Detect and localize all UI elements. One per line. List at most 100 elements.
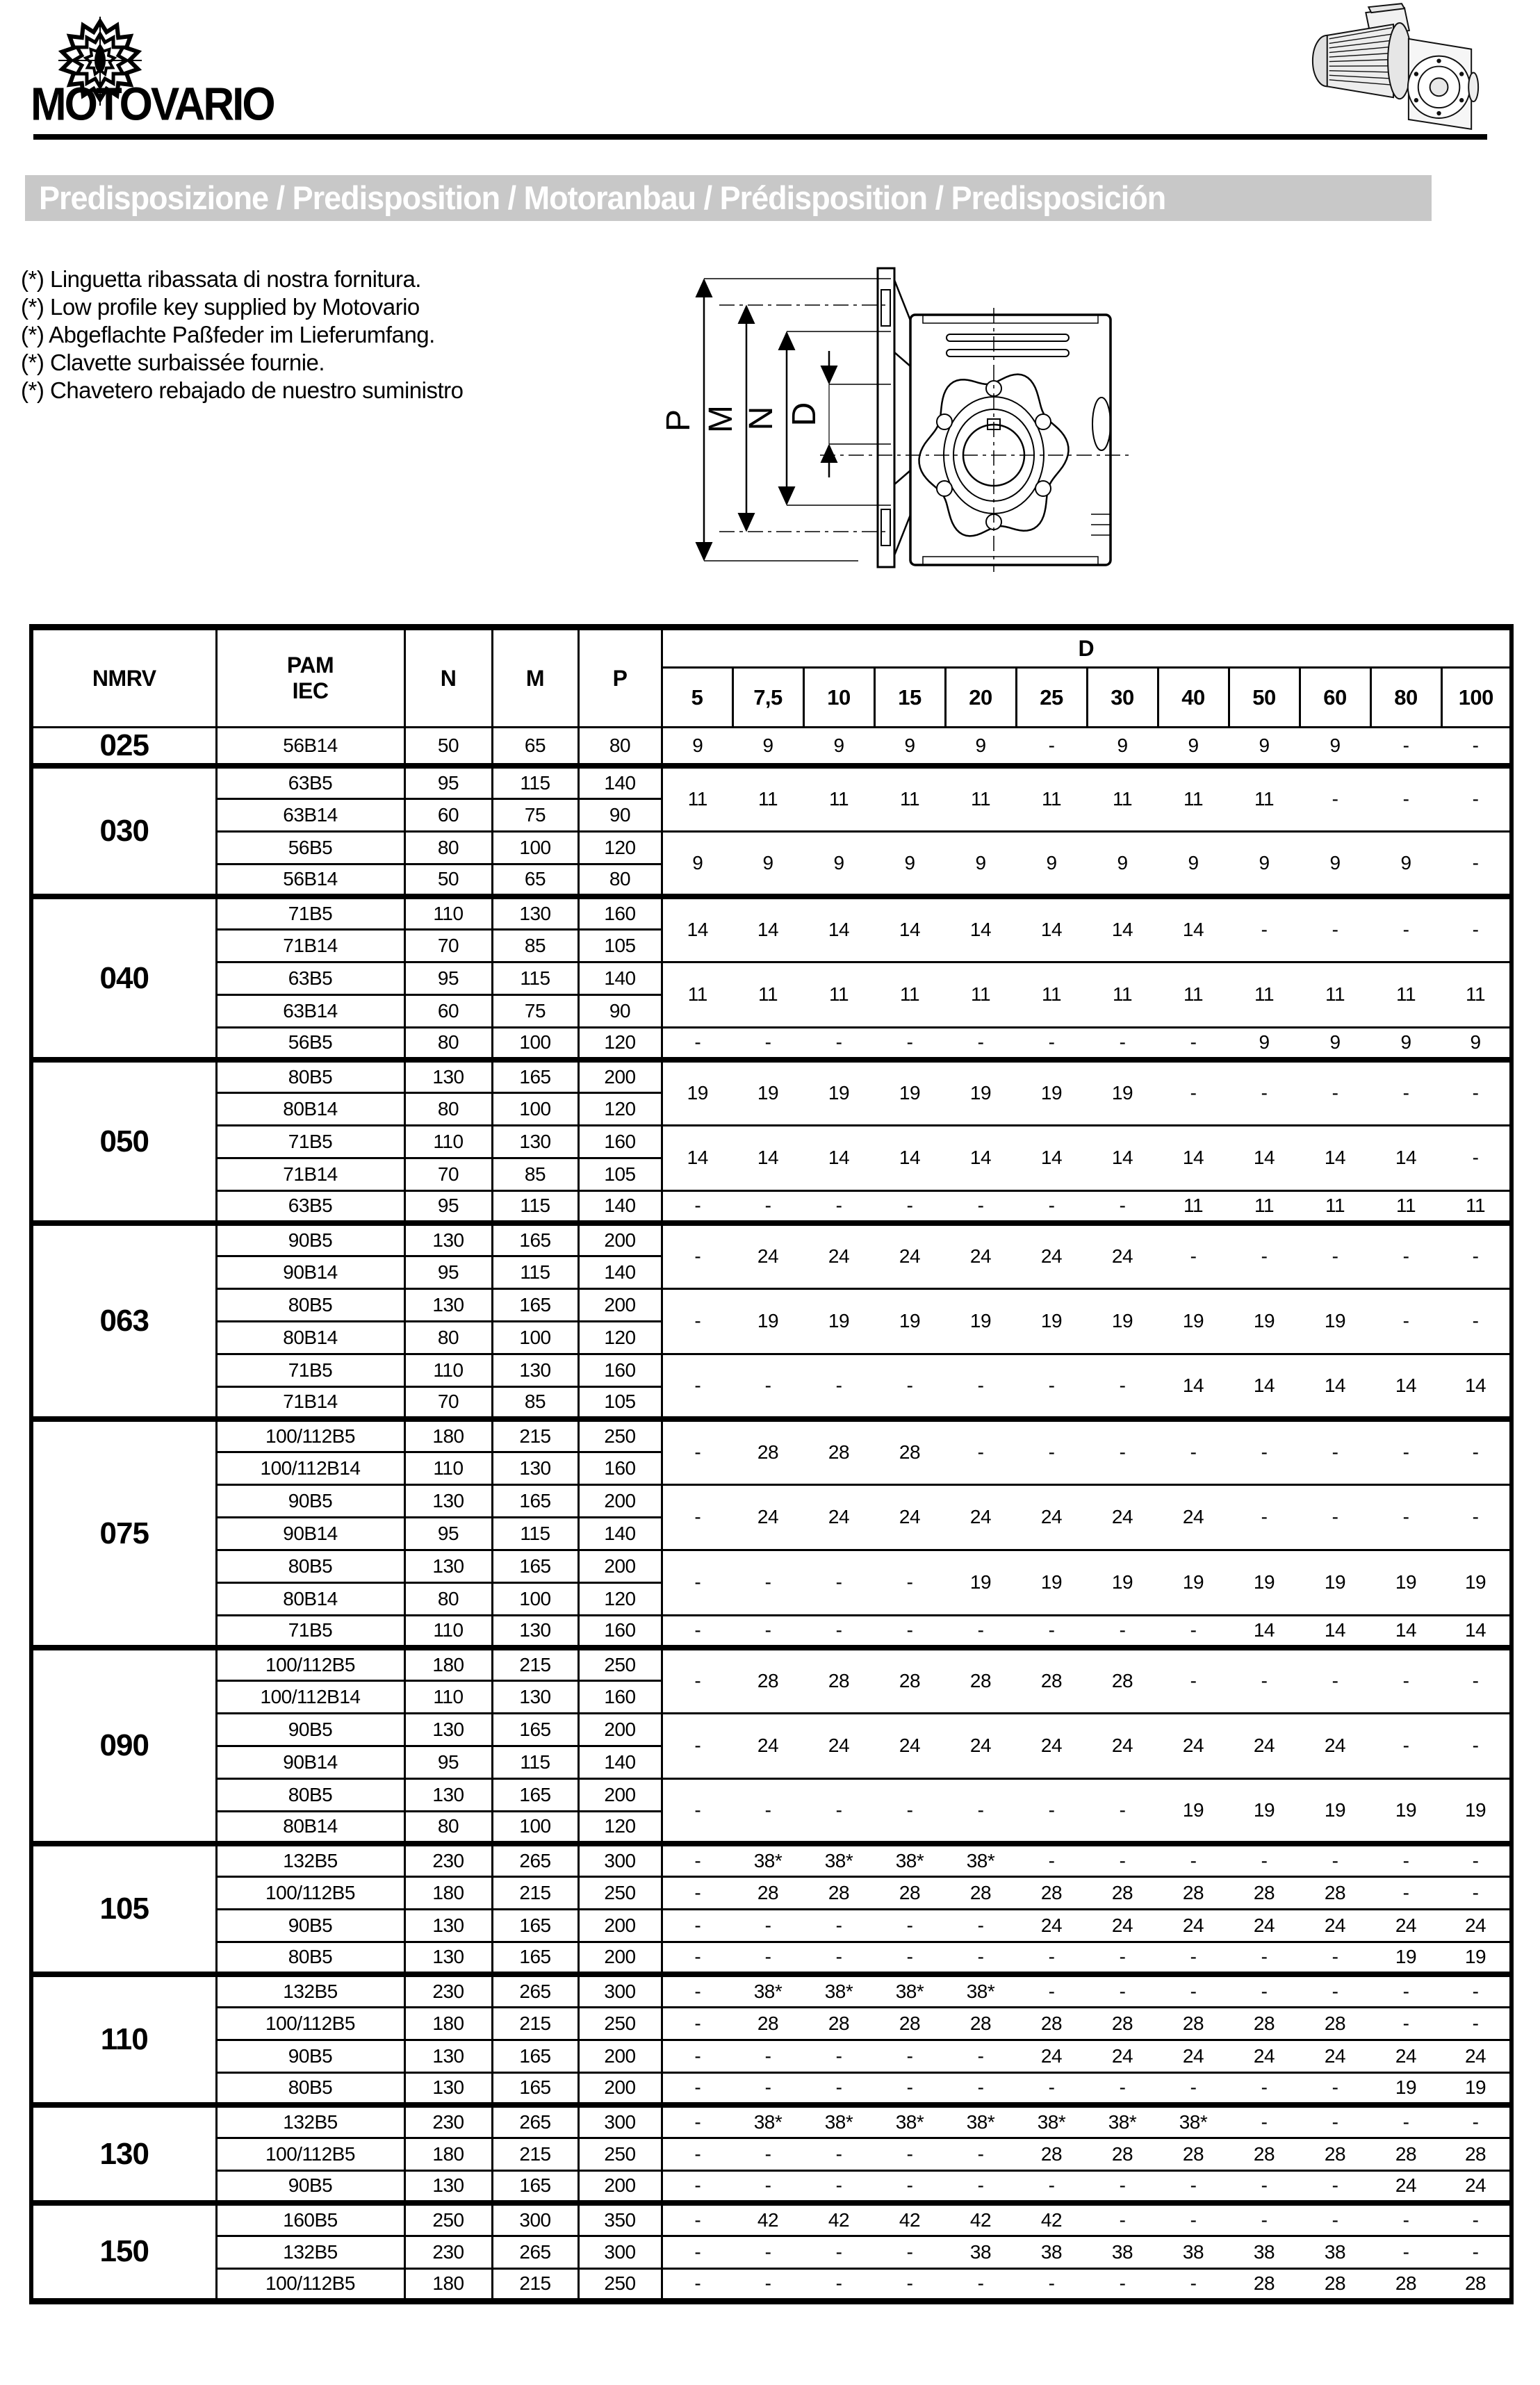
d-value-cell: 11 (1229, 960, 1300, 1028)
d-value-cell: - (803, 2071, 874, 2108)
n-value-cell: 230 (403, 2104, 493, 2139)
d-value-cell: 14 (1370, 1124, 1441, 1192)
d-value-cell: - (660, 2234, 732, 2270)
d-value-cell: 11 (1441, 1189, 1512, 1226)
n-value-cell: 95 (403, 764, 493, 799)
d-value-cell: 11 (945, 960, 1016, 1028)
table-row: 050 80B5 130 165 200 19 19 19 19 19 19 19- - - - - (30, 1058, 1512, 1226)
d-value-cell: 24 (732, 1483, 803, 1551)
d-value-cell: 14 (1087, 1124, 1158, 1192)
dim-label-M: M (703, 405, 739, 433)
p-value-cell: 200 (577, 1548, 663, 1583)
d-value-cell: - (1370, 1712, 1441, 1780)
d-value-cell: 38* (945, 2104, 1016, 2139)
table-row: 150 160B5 250 300 350-42 42 42 42 42- - - - - - (30, 2202, 1512, 2304)
pam-cell: 90B5 (215, 1712, 406, 1746)
d-value-cell: 28 (874, 1418, 945, 1486)
d-value-cell: - (1229, 1222, 1300, 1290)
cooling-fin (1329, 58, 1393, 63)
d-ratio-header: 50 (1227, 666, 1301, 728)
table-row: 71B5 110 130 160 14 14 14 14 14 14 14 14 14 14 14- (31, 1124, 1512, 1192)
d-value-cell: 38 (1158, 2234, 1229, 2270)
d-value-cell: 28 (1158, 1875, 1229, 1910)
d-value-cell: - (1087, 1189, 1158, 1226)
d-value-cell: 9 (1441, 1026, 1512, 1063)
d-value-cell: - (874, 2234, 945, 2270)
d-value-cell: - (1087, 1777, 1158, 1846)
d-value-cell: - (1016, 1973, 1087, 2008)
d-value-cell: - (732, 1548, 803, 1616)
p-value-cell: 200 (577, 1287, 663, 1322)
d-value-cell: 11 (1087, 764, 1158, 833)
d-value-cell: 38 (1016, 2234, 1087, 2270)
d-value-cell: - (1370, 2202, 1441, 2237)
m-value-cell: 65 (491, 862, 580, 899)
nmrv-size-label: 105 (30, 1842, 218, 1977)
m-value-cell: 165 (491, 2038, 580, 2074)
table-row: 80B14 80 100 120 (31, 1320, 1512, 1355)
d-value-cell: - (660, 2071, 732, 2108)
d-value-cell: 38* (732, 1842, 803, 1878)
pam-cell: 63B14 (215, 797, 406, 833)
d-value-cell: - (1300, 895, 1370, 963)
gearbox-flange-mid (1417, 65, 1461, 109)
d-value-cell: - (1441, 1712, 1512, 1780)
table-row: 90B14 95 115 140 (31, 1744, 1512, 1780)
d-value-cell: - (1441, 1124, 1512, 1192)
d-value-cell: - (803, 1026, 874, 1063)
d-value-cell: 11 (1370, 960, 1441, 1028)
table-row: 80B14 80 100 120 (31, 1810, 1512, 1846)
d-value-cell: 38* (732, 1973, 803, 2008)
n-value-cell: 50 (403, 726, 493, 769)
header-rule (33, 134, 1487, 140)
pam-cell: 56B5 (215, 830, 406, 864)
d-ratio-header: 60 (1298, 666, 1372, 728)
motovario-gear-emblem-icon (58, 17, 142, 106)
d-value-cell: 9 (1229, 830, 1300, 899)
pam-cell: 132B5 (215, 2234, 406, 2270)
n-value-cell: 180 (403, 1646, 493, 1681)
d-value-cell: 19 (803, 1287, 874, 1355)
d-value-cell: - (1016, 2071, 1087, 2108)
d-value-cell: - (1087, 1026, 1158, 1063)
d-value-cell: 24 (1229, 1712, 1300, 1780)
pam-cell: 71B14 (215, 928, 406, 963)
d-value-cell: - (1300, 2169, 1370, 2206)
d-value-cell: - (1370, 1418, 1441, 1486)
d-value-cell: - (1158, 1614, 1229, 1650)
d-value-cell: - (732, 1940, 803, 1977)
n-value-cell: 130 (403, 2038, 493, 2074)
d-value-cell: 11 (874, 960, 945, 1028)
d-value-cell: - (1087, 2169, 1158, 2206)
pam-cell: 63B14 (215, 993, 406, 1028)
d-value-cell: 9 (1300, 830, 1370, 899)
d-value-cell: 9 (1087, 726, 1158, 769)
d-value-cell: 14 (1158, 1352, 1229, 1422)
pam-cell: 63B5 (215, 764, 406, 799)
d-value-cell: - (1300, 764, 1370, 833)
table-row: 80B5 130 165 200- - - - - - - - - -19 19 (31, 2071, 1512, 2108)
d-value-cell: 9 (1158, 726, 1229, 769)
d-value-cell: - (1016, 2169, 1087, 2206)
cooling-fin (1329, 74, 1393, 79)
table-row: 100/112B14 110 130 160 (31, 1450, 1512, 1486)
d-value-cell: - (803, 1940, 874, 1977)
d-value-cell: - (1300, 1842, 1370, 1878)
d-value-cell: 24 (732, 1712, 803, 1780)
d-value-cell: - (1087, 1940, 1158, 1977)
p-value-cell: 120 (577, 830, 663, 864)
m-value-cell: 115 (491, 1744, 580, 1780)
d-value-cell: 38* (1158, 2104, 1229, 2139)
d-value-cell: 14 (1370, 1614, 1441, 1650)
d-value-cell: 28 (732, 2006, 803, 2041)
p-value-cell: 250 (577, 2006, 663, 2041)
m-value-cell: 130 (491, 1450, 580, 1486)
gearmotor-illustration (1311, 3, 1480, 131)
nmrv-size-label: 025 (30, 726, 218, 769)
n-value-cell: 180 (403, 2267, 493, 2304)
n-value-cell: 130 (403, 1940, 493, 1977)
d-value-cell: 19 (1300, 1777, 1370, 1846)
pam-cell: 71B14 (215, 1385, 406, 1422)
d-value-cell: 14 (803, 1124, 874, 1192)
